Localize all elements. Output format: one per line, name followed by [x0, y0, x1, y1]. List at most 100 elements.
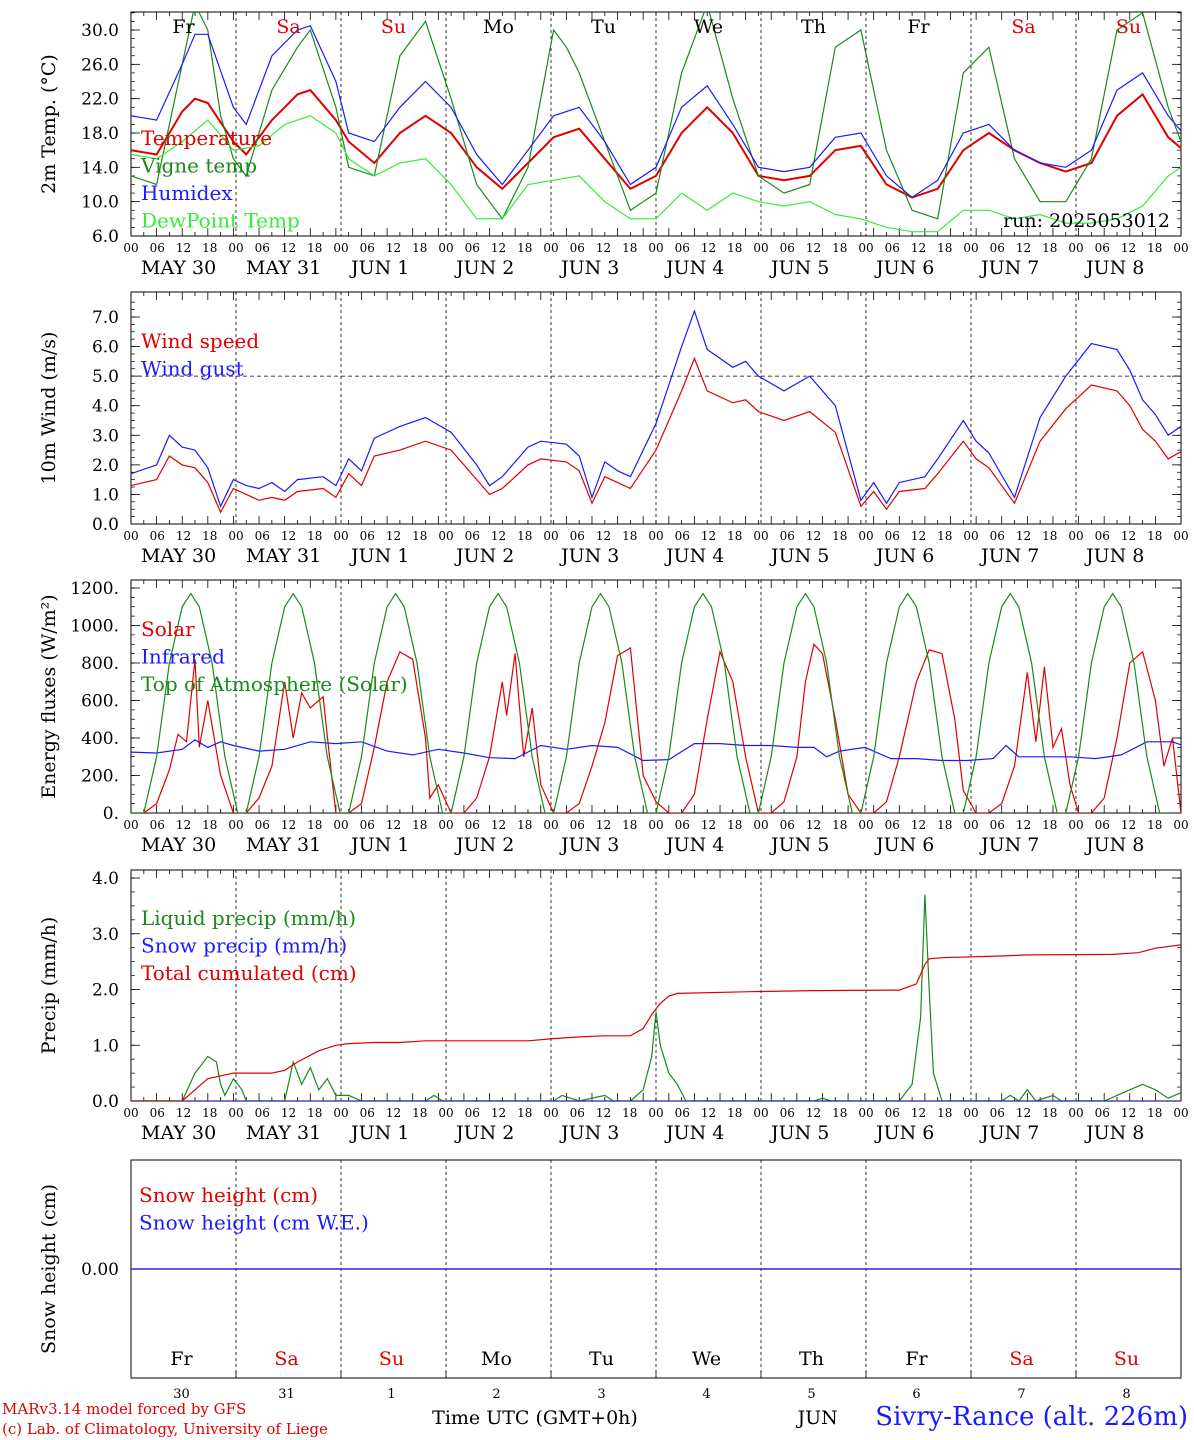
hour-tick-label: 00 [1173, 241, 1188, 255]
day-label: JUN 4 [664, 257, 724, 279]
hour-tick-label: 12 [701, 529, 716, 543]
station-name: Sivry-Rance (alt. 226m) [875, 1402, 1188, 1432]
y-axis-title: 2m Temp. (°C) [38, 54, 60, 194]
hour-tick-label: 00 [333, 818, 348, 832]
day-label: JUN 5 [769, 1122, 829, 1144]
hour-tick-label: 18 [832, 1106, 847, 1120]
y-tick-label: 0.0 [92, 1092, 119, 1112]
hour-tick-label: 18 [202, 1106, 217, 1120]
series-line-dewpoint-temp [131, 115, 1181, 233]
hour-tick-label: 12 [176, 1106, 191, 1120]
hour-tick-label: 06 [675, 241, 690, 255]
hour-tick-label: 00 [438, 241, 453, 255]
day-number-label: 7 [1017, 1387, 1025, 1402]
hour-tick-label: 06 [360, 818, 375, 832]
hour-tick-label: 00 [753, 241, 768, 255]
run-label: run: 2025053012 [1003, 210, 1170, 232]
hour-tick-label: 00 [123, 529, 138, 543]
hour-tick-label: 00 [648, 1106, 663, 1120]
hour-tick-label: 18 [1042, 818, 1057, 832]
day-label: JUN 2 [454, 545, 514, 567]
hour-tick-label: 06 [360, 529, 375, 543]
hour-tick-label: 06 [780, 1106, 795, 1120]
hour-tick-label: 12 [386, 529, 401, 543]
day-label: JUN 6 [874, 834, 934, 856]
day-label: MAY 31 [246, 834, 321, 856]
series-line-wind-speed [131, 356, 1181, 514]
hour-tick-label: 06 [780, 241, 795, 255]
hour-tick-label: 06 [465, 818, 480, 832]
y-tick-label: 6.0 [92, 338, 119, 358]
hour-tick-label: 00 [543, 1106, 558, 1120]
hour-tick-label: 00 [333, 1106, 348, 1120]
hour-tick-label: 18 [307, 241, 322, 255]
hour-tick-label: 06 [885, 241, 900, 255]
hour-tick-label: 06 [255, 1106, 270, 1120]
panel-4: 00 06 12 18 00 06 12 18 00 06 12 18 00 06 12 18 00 06 12 18… [38, 869, 1189, 1144]
hour-tick-label: 12 [491, 529, 506, 543]
y-tick-label: 1.0 [92, 1036, 119, 1056]
legend-entry: Vigne temp [140, 154, 257, 178]
hour-tick-label: 00 [438, 1106, 453, 1120]
hour-tick-label: 00 [333, 241, 348, 255]
hour-tick-label: 18 [412, 529, 427, 543]
hour-tick-label: 06 [570, 1106, 585, 1120]
series-line-vigne-temp [131, 12, 1181, 220]
day-label: JUN 2 [454, 1122, 514, 1144]
hour-tick-label: 12 [806, 1106, 821, 1120]
hour-tick-label: 00 [228, 529, 243, 543]
y-tick-label: 26.0 [81, 55, 119, 75]
hour-tick-label: 12 [386, 1106, 401, 1120]
hour-tick-label: 12 [701, 1106, 716, 1120]
panel-2: 00 06 12 18 00 06 12 18 00 06 12 18 00 06 12 18 00 06 12 18… [38, 291, 1189, 567]
plot-frame [130, 11, 1182, 237]
hour-tick-label: 06 [255, 241, 270, 255]
weekday-label-top: Su [1116, 16, 1141, 38]
y-tick-label: 4.0 [92, 869, 119, 889]
lab-credit: (c) Lab. of Climatology, University of L… [2, 1420, 328, 1438]
series-line-solar [131, 643, 1181, 813]
hour-tick-label: 12 [1016, 818, 1031, 832]
x-axis-title: Time UTC (GMT+0h) [432, 1407, 638, 1429]
weekday-label-bottom: Tu [589, 1348, 614, 1370]
hour-tick-label: 18 [412, 818, 427, 832]
y-tick-label: 0. [103, 804, 119, 824]
day-number-label: 4 [702, 1387, 710, 1402]
day-label: JUN 2 [454, 834, 514, 856]
y-tick-label: 5.0 [92, 367, 119, 387]
hour-tick-label: 06 [255, 529, 270, 543]
y-tick-label: 3.0 [92, 426, 119, 446]
hour-tick-label: 18 [1147, 241, 1162, 255]
hour-tick-label: 06 [990, 818, 1005, 832]
y-axis-title: Precip (mm/h) [38, 917, 60, 1055]
day-number-label: 3 [597, 1387, 605, 1402]
day-label: JUN 7 [979, 1122, 1039, 1144]
hour-tick-label: 18 [622, 529, 637, 543]
hour-tick-label: 00 [1173, 529, 1188, 543]
hour-tick-label: 00 [1068, 241, 1083, 255]
legend-entry: Solar [141, 617, 195, 641]
day-label: MAY 31 [246, 545, 321, 567]
hour-tick-label: 12 [596, 818, 611, 832]
day-label: JUN 8 [1084, 1122, 1144, 1144]
hour-tick-label: 06 [885, 818, 900, 832]
hour-tick-label: 06 [465, 241, 480, 255]
hour-tick-label: 00 [1173, 1106, 1188, 1120]
y-tick-label: 1200. [70, 579, 119, 599]
y-tick-label: 10.0 [81, 193, 119, 213]
day-label: JUN 4 [664, 545, 724, 567]
y-axis-title: Energy fluxes (W/m²) [38, 594, 60, 798]
day-number-label: 6 [912, 1387, 920, 1402]
y-tick-label: 4.0 [92, 397, 119, 417]
hour-tick-label: 12 [806, 241, 821, 255]
legend-entry: Infrared [141, 645, 225, 669]
hour-tick-label: 18 [727, 818, 742, 832]
hour-tick-label: 00 [438, 529, 453, 543]
legend-entry: Top of Atmosphere (Solar) [141, 672, 408, 696]
legend-entry: Snow precip (mm/h) [141, 934, 347, 958]
hour-tick-label: 18 [1147, 1106, 1162, 1120]
hour-tick-label: 06 [360, 241, 375, 255]
hour-tick-label: 18 [202, 529, 217, 543]
weekday-label-bottom: Su [379, 1348, 404, 1370]
weekday-label-top: We [694, 16, 723, 38]
